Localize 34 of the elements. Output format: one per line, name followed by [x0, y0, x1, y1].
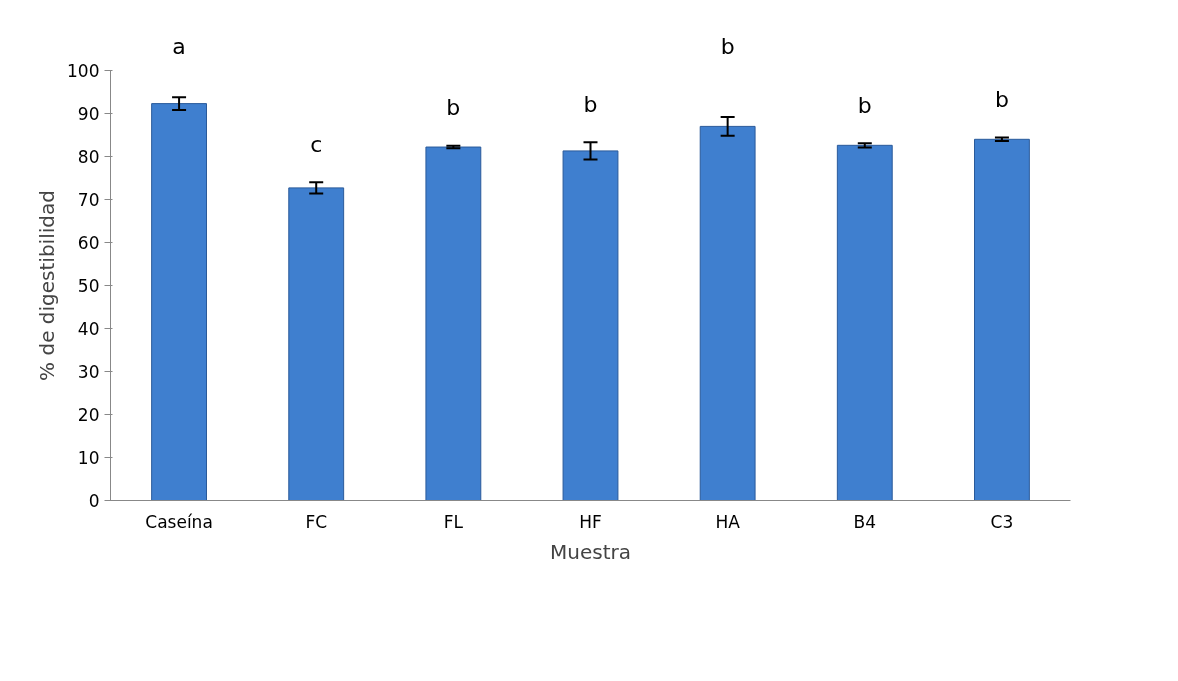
bar — [836, 144, 893, 501]
x-tick-label: B4 — [853, 511, 877, 532]
y-axis-title: % de digestibilidad — [35, 190, 60, 381]
x-tick-label: FC — [305, 511, 328, 532]
y-tick-label: 30 — [77, 362, 100, 382]
y-tick-label: 10 — [77, 448, 100, 468]
y-tick-label: 0 — [88, 491, 100, 511]
bar — [974, 138, 1030, 501]
y-tick-label: 90 — [77, 104, 100, 124]
bar — [288, 187, 345, 501]
annotation: b — [994, 87, 1009, 113]
y-tick-label: 80 — [77, 147, 100, 167]
x-tick-label: HF — [579, 511, 602, 532]
annotation: b — [446, 95, 461, 121]
text: a — [172, 34, 186, 59]
bar — [699, 125, 756, 501]
y-tick-label: 100 — [67, 61, 100, 81]
y-tick-label: 60 — [77, 233, 100, 253]
annotation: b — [583, 91, 598, 117]
x-tick-label: FL — [443, 511, 464, 532]
annotation: c — [310, 131, 323, 157]
x-axis-title: Muestra — [550, 539, 631, 564]
y-tick-label: 20 — [77, 405, 100, 425]
y-tick-label: 40 — [77, 319, 100, 339]
x-tick-label: C3 — [990, 511, 1014, 532]
bar — [562, 150, 619, 501]
x-tick-label: HA — [715, 511, 741, 532]
text: b — [720, 34, 735, 59]
annotation: b — [857, 92, 872, 118]
x-tick-label: Caseína — [145, 511, 213, 532]
bar — [151, 103, 207, 501]
y-tick-label: 70 — [77, 190, 100, 210]
bar — [425, 146, 482, 501]
y-tick-label: 50 — [77, 276, 100, 296]
